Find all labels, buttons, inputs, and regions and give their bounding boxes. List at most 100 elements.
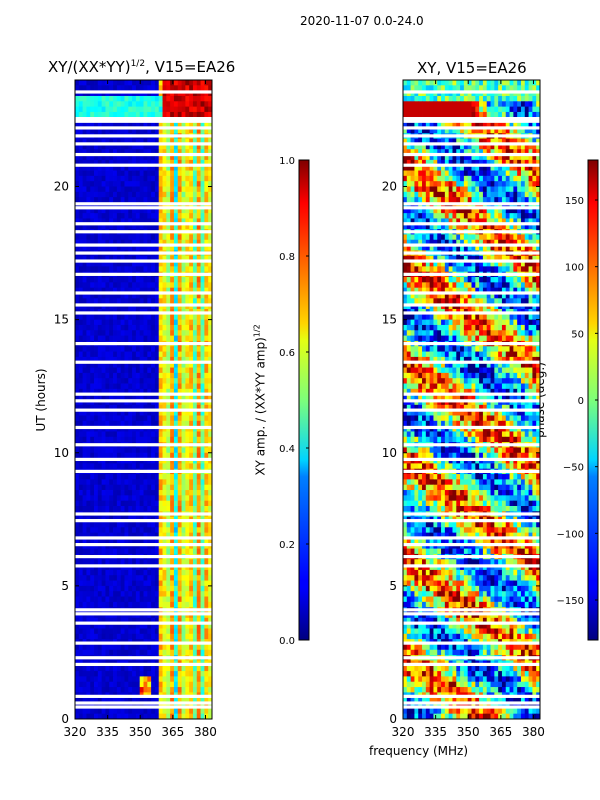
heatmap-cell bbox=[101, 665, 106, 672]
heatmap-cell bbox=[82, 490, 87, 496]
heatmap-cell bbox=[177, 484, 182, 491]
heatmap-cell bbox=[433, 159, 438, 166]
heatmap-cell bbox=[128, 649, 133, 656]
heatmap-cell bbox=[135, 372, 141, 379]
heatmap-cell bbox=[208, 138, 212, 145]
heatmap-cell bbox=[101, 101, 106, 108]
heatmap-cell bbox=[90, 324, 95, 331]
heatmap-cell bbox=[97, 223, 103, 230]
heatmap-cell bbox=[158, 388, 163, 395]
heatmap-cell bbox=[520, 165, 526, 171]
heatmap-cell bbox=[94, 170, 99, 177]
heatmap-cell bbox=[170, 708, 175, 715]
heatmap-cell bbox=[113, 223, 118, 230]
heatmap-cell bbox=[109, 170, 114, 177]
heatmap-cell bbox=[196, 628, 201, 635]
heatmap-cell bbox=[200, 649, 205, 656]
heatmap-cell bbox=[208, 367, 212, 374]
heatmap-cell bbox=[403, 127, 408, 134]
heatmap-cell bbox=[170, 207, 175, 214]
heatmap-cell bbox=[154, 362, 160, 368]
heatmap-cell bbox=[132, 165, 137, 171]
heatmap-cell bbox=[456, 95, 461, 102]
heatmap-cell bbox=[94, 159, 99, 166]
heatmap-cell bbox=[200, 383, 205, 390]
heatmap-cell bbox=[520, 85, 526, 92]
heatmap-cell bbox=[116, 138, 122, 145]
heatmap-cell bbox=[86, 95, 91, 102]
heatmap-cell bbox=[94, 676, 99, 683]
heatmap-cell bbox=[90, 559, 95, 565]
heatmap-cell bbox=[132, 532, 137, 539]
heatmap-cell bbox=[208, 537, 212, 544]
heatmap-cell bbox=[86, 362, 91, 368]
heatmap-cell bbox=[158, 314, 163, 321]
heatmap-cell bbox=[181, 175, 186, 182]
heatmap-cell bbox=[105, 213, 110, 219]
heatmap-cell bbox=[135, 463, 141, 470]
heatmap-cell bbox=[177, 149, 182, 155]
heatmap-cell bbox=[158, 261, 163, 267]
heatmap-cell bbox=[147, 490, 152, 496]
heatmap-cell bbox=[208, 569, 212, 576]
heatmap-cell bbox=[154, 447, 160, 454]
heatmap-cell bbox=[177, 548, 182, 555]
heatmap-cell bbox=[154, 495, 160, 502]
heatmap-cell bbox=[109, 687, 114, 693]
heatmap-cell bbox=[181, 383, 186, 390]
heatmap-cell bbox=[124, 324, 129, 331]
heatmap-cell bbox=[192, 245, 198, 251]
heatmap-cell bbox=[208, 255, 212, 262]
heatmap-cell bbox=[460, 138, 465, 145]
heatmap-cell bbox=[196, 649, 201, 656]
heatmap-cell bbox=[196, 356, 201, 363]
heatmap-cell bbox=[147, 575, 152, 581]
heatmap-cell bbox=[185, 85, 190, 92]
heatmap-cell bbox=[151, 394, 156, 400]
heatmap-cell bbox=[109, 713, 114, 719]
heatmap-cell bbox=[208, 495, 212, 502]
heatmap-cell bbox=[90, 127, 95, 134]
heatmap-cell bbox=[90, 287, 95, 294]
heatmap-cell bbox=[78, 165, 84, 171]
heatmap-cell bbox=[204, 575, 209, 581]
heatmap-cell bbox=[90, 330, 95, 336]
heatmap-cell bbox=[185, 601, 190, 608]
heatmap-cell bbox=[154, 282, 160, 289]
heatmap-cell bbox=[166, 159, 171, 166]
heatmap-cell bbox=[139, 378, 144, 384]
heatmap-cell bbox=[170, 356, 175, 363]
heatmap-cell bbox=[162, 463, 167, 470]
heatmap-cell bbox=[132, 474, 137, 480]
heatmap-cell bbox=[509, 149, 514, 155]
heatmap-cell bbox=[86, 676, 91, 683]
heatmap-cell bbox=[406, 143, 412, 150]
heatmap-cell bbox=[128, 521, 133, 528]
heatmap-cell bbox=[204, 213, 209, 219]
heatmap-cell bbox=[113, 181, 118, 187]
heatmap-cell bbox=[513, 111, 518, 118]
heatmap-cell bbox=[196, 591, 201, 597]
heatmap-cell bbox=[109, 521, 114, 528]
heatmap-cell bbox=[147, 623, 152, 629]
heatmap-cell bbox=[120, 186, 125, 193]
heatmap-cell bbox=[185, 596, 190, 603]
heatmap-cell bbox=[177, 143, 182, 150]
heatmap-cell bbox=[170, 186, 175, 193]
heatmap-cell bbox=[498, 101, 503, 108]
heatmap-cell bbox=[170, 436, 175, 443]
heatmap-cell bbox=[528, 80, 533, 86]
heatmap-cell bbox=[147, 484, 152, 491]
heatmap-cell bbox=[113, 687, 118, 693]
heatmap-cell bbox=[116, 282, 122, 289]
heatmap-cell bbox=[196, 122, 201, 129]
heatmap-cell bbox=[208, 394, 212, 400]
heatmap-cell bbox=[425, 138, 431, 145]
heatmap-cell bbox=[86, 287, 91, 294]
heatmap-cell bbox=[90, 569, 95, 576]
flagged-row bbox=[75, 206, 212, 210]
heatmap-cell bbox=[135, 287, 141, 294]
heatmap-cell bbox=[162, 223, 167, 230]
heatmap-cell bbox=[154, 617, 160, 624]
heatmap-cell bbox=[143, 356, 148, 363]
